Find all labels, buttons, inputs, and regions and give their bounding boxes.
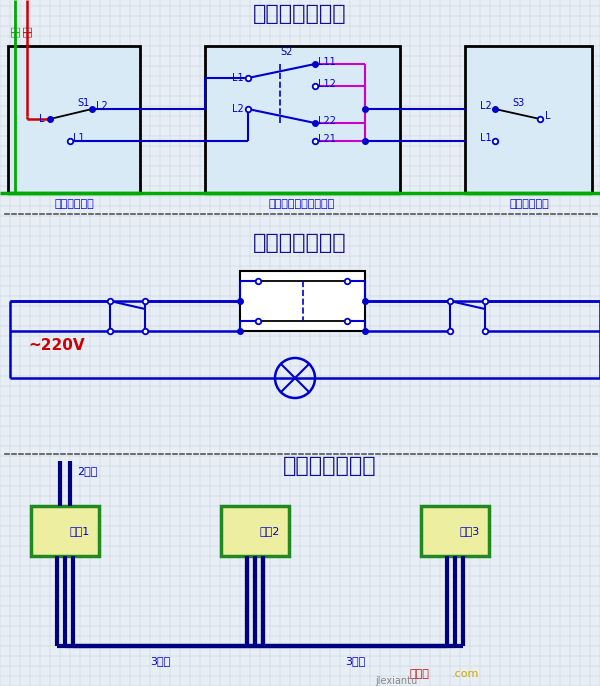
Text: 2根线: 2根线	[77, 466, 97, 476]
Text: L22: L22	[318, 116, 336, 126]
Text: 单开双控开关: 单开双控开关	[54, 199, 94, 209]
Text: jlexiantu: jlexiantu	[375, 676, 417, 686]
Bar	[240, 271, 365, 331]
Text: 开关3: 开关3	[460, 526, 480, 536]
Text: L: L	[39, 114, 45, 124]
Bar	[221, 506, 289, 556]
Text: .com: .com	[452, 669, 479, 679]
Text: 开关1: 开关1	[70, 526, 90, 536]
Bar	[465, 46, 592, 193]
Text: 中途开关（三控开关）: 中途开关（三控开关）	[269, 199, 335, 209]
Text: 3根线: 3根线	[345, 656, 365, 666]
Text: 三控开关接线图: 三控开关接线图	[253, 4, 347, 24]
Text: L1: L1	[232, 73, 244, 83]
Text: S1: S1	[77, 98, 89, 108]
Text: 开关2: 开关2	[260, 526, 280, 536]
Text: 3根线: 3根线	[150, 656, 170, 666]
Text: L12: L12	[318, 79, 336, 89]
Bar	[421, 506, 489, 556]
Text: L2: L2	[232, 104, 244, 114]
Text: 相线: 相线	[10, 25, 20, 37]
Text: L1: L1	[480, 133, 491, 143]
Text: 火线: 火线	[22, 25, 32, 37]
Text: 三控开关原理图: 三控开关原理图	[253, 233, 347, 253]
Text: ~220V: ~220V	[28, 338, 85, 353]
Text: L21: L21	[318, 134, 336, 144]
Text: 接线图: 接线图	[410, 669, 430, 679]
Text: L2: L2	[480, 101, 492, 111]
Text: L11: L11	[318, 57, 336, 67]
Bar	[8, 46, 140, 193]
Text: 三控开关布线图: 三控开关布线图	[283, 456, 377, 476]
Text: S3: S3	[512, 98, 524, 108]
Text: S2: S2	[280, 47, 292, 57]
Bar	[31, 506, 99, 556]
Text: 单开双控开关: 单开双控开关	[509, 199, 549, 209]
Bar	[205, 46, 400, 193]
Text: L2: L2	[96, 101, 108, 111]
Text: L1: L1	[73, 133, 85, 143]
Text: L: L	[545, 111, 551, 121]
